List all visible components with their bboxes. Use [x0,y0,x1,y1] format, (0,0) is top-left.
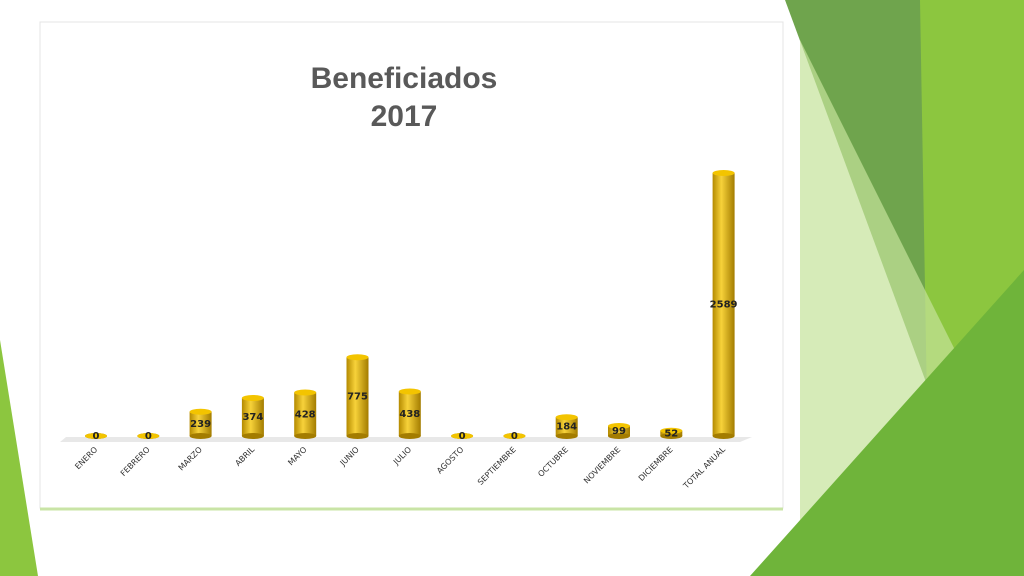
bar-body [294,392,317,436]
floor [60,437,752,442]
bar [241,395,264,439]
deco [0,340,38,576]
bar [398,388,421,439]
data-label: 239 [190,419,211,430]
bar-bottom [241,433,264,439]
data-label: 438 [399,409,420,420]
bar-bottom [660,433,683,439]
deco [750,270,1024,576]
bar-top [451,433,474,439]
bar-top [555,414,578,421]
bar-top [608,422,630,429]
bar-body [555,417,578,436]
bar-body [241,398,264,436]
bar-top [660,427,683,434]
bar-top [85,433,107,439]
bar-bottom [189,433,212,439]
bar [451,433,474,439]
data-label: 0 [459,431,466,442]
bar [189,408,212,439]
data-label: 775 [347,392,368,403]
bar [555,414,578,439]
bar-bottom [398,433,421,439]
data-label: 184 [556,422,577,433]
bar-top [503,433,526,439]
data-label: 2589 [710,300,738,311]
data-label: 428 [295,409,316,420]
bar-bottom [555,433,578,439]
chart-title: Beneficiados 2017 [310,62,498,133]
bar-bottom [712,433,735,439]
bar-bottom [608,433,630,439]
bar-top [398,388,421,395]
bar [137,433,160,439]
bar [294,389,317,439]
bar [608,422,630,439]
bar-body [346,357,369,436]
bar [503,433,526,439]
bar-bottom [294,433,317,439]
bar-bottom [346,433,369,439]
bar-body [608,425,630,436]
bar-top [189,408,212,415]
bar-body [712,173,735,436]
bar-top [241,395,264,402]
data-label: 0 [145,431,152,442]
bar-top [712,170,735,176]
bar-body [189,411,212,436]
bar [712,170,735,439]
data-label: 52 [664,428,678,439]
bar-top [346,354,369,361]
data-label: 99 [612,426,626,437]
data-label: 0 [511,431,518,442]
data-label: 374 [242,412,263,423]
bar-top [294,389,317,396]
bar-top [137,433,160,439]
bar [660,427,683,439]
bar-body [398,391,421,436]
bar [346,354,369,439]
data-label: 0 [93,431,100,442]
bar [85,433,107,439]
